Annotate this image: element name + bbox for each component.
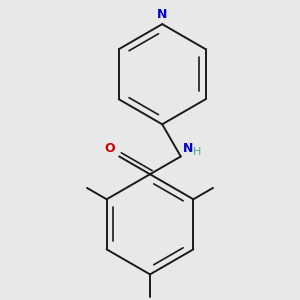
Text: O: O [105,142,115,155]
Text: N: N [157,8,167,21]
Text: N: N [182,142,193,155]
Text: H: H [193,147,201,157]
Text: O: O [105,142,115,155]
